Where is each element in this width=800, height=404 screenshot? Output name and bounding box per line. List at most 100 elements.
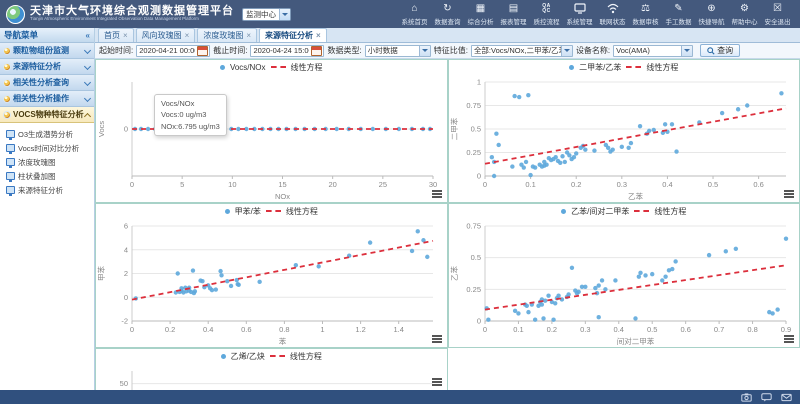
topmenu-item-label: 质控流程 <box>533 18 560 26</box>
topmenu-item-analysis[interactable]: ▦ 综合分析 <box>464 3 497 26</box>
svg-text:0.6: 0.6 <box>753 180 763 189</box>
topmenu-item-qaqc[interactable]: QA QC 质控流程 <box>530 3 563 26</box>
close-icon[interactable]: × <box>246 30 252 40</box>
topmenu-item-label: 系统首页 <box>401 18 428 26</box>
title-wrap: 天津市大气环境综合观测数据管理平台 Tianjin Atmospheric En… <box>30 5 234 22</box>
svg-text:0.5: 0.5 <box>707 180 717 189</box>
svg-text:20: 20 <box>328 180 336 189</box>
svg-text:0.75: 0.75 <box>466 101 481 110</box>
svg-text:0.5: 0.5 <box>470 253 480 262</box>
trend-legend-label[interactable]: 线性方程 <box>290 62 323 72</box>
plot-area: 0 0 5 10 15 20 25 30 NOx Vocs <box>96 74 447 202</box>
station-selector[interactable]: 监测中心 <box>242 7 291 21</box>
end-time-field[interactable] <box>250 44 325 57</box>
start-time-field[interactable] <box>136 44 211 57</box>
svg-text:0: 0 <box>476 172 480 181</box>
chart-panel-ethylbenzene-mpxylene: 乙苯/间对二甲苯 线性方程 0 0.25 0.5 0.75 0 0.1 0.2 0.3 0.4 0.5… <box>447 203 800 348</box>
series-legend-label[interactable]: 二甲苯/乙苯 <box>579 62 622 72</box>
mail-icon[interactable] <box>781 393 792 402</box>
search-button[interactable]: 查询 <box>700 44 741 57</box>
chevron-down-icon[interactable] <box>279 8 290 20</box>
close-icon[interactable]: × <box>184 30 190 40</box>
svg-text:苯: 苯 <box>279 336 287 346</box>
close-icon[interactable]: × <box>316 30 321 40</box>
svg-text:0: 0 <box>476 317 480 326</box>
topmenu-item-audit[interactable]: ⚖ 数据审核 <box>629 3 662 26</box>
help-icon: ⚙ <box>740 2 749 14</box>
trend-legend-label[interactable]: 线性方程 <box>646 62 679 72</box>
tab[interactable]: 浓度玫瑰图 × <box>197 28 258 42</box>
svg-text:0.6: 0.6 <box>241 325 251 334</box>
topmenu-item-help[interactable]: ⚙ 帮助中心 <box>728 3 761 26</box>
svg-text:0.8: 0.8 <box>747 325 757 334</box>
sidebar-group[interactable]: 颗粒物组份监测 <box>0 43 94 59</box>
chevron-down-icon[interactable] <box>681 45 693 56</box>
chart-menu-button[interactable] <box>431 190 442 199</box>
topmenu-item-system[interactable]: 系统管理 <box>563 3 596 26</box>
svg-text:NOx: NOx <box>275 192 290 201</box>
ratio-select[interactable]: 全部:Vocs/NOx,二甲苯/乙苯... <box>470 44 573 57</box>
topmenu-item-label: 快捷导航 <box>698 18 725 26</box>
start-time-input[interactable] <box>137 46 198 55</box>
svg-text:1.2: 1.2 <box>355 325 365 334</box>
camera-icon[interactable] <box>741 392 752 402</box>
svg-text:0.9: 0.9 <box>780 325 790 334</box>
datatype-value: 小时数据 <box>367 46 398 55</box>
close-icon[interactable]: × <box>123 30 128 40</box>
sidebar-subitem-label: 来源特征分析 <box>18 185 63 195</box>
tab[interactable]: 来源特征分析 × <box>259 28 327 42</box>
series-legend-label[interactable]: 乙烯/乙炔 <box>230 351 265 361</box>
calendar-icon[interactable] <box>311 45 323 56</box>
sidebar-group[interactable]: 相关性分析操作 <box>0 91 94 107</box>
chart-menu-button[interactable] <box>784 190 794 199</box>
chart-legend: 乙苯/间对二甲苯 线性方程 <box>449 204 800 218</box>
sidebar-group[interactable]: 相关性分析查询 <box>0 75 94 91</box>
sidebar-subitem[interactable]: Vocs时间对比分析 <box>6 141 94 155</box>
sidebar-subitem[interactable]: 浓度玫瑰图 <box>6 155 94 169</box>
calendar-icon[interactable] <box>197 45 209 56</box>
sidebar-subitem[interactable]: 来源特征分析 <box>6 183 94 197</box>
topmenu-item-report[interactable]: ▤ 报表管理 <box>497 3 530 26</box>
trend-legend-label[interactable]: 线性方程 <box>289 351 322 361</box>
sidebar-group[interactable]: VOCS物种特征分析 <box>0 107 94 123</box>
tab[interactable]: 风向玫瑰图 × <box>135 28 196 42</box>
topmenu-item-shortcut[interactable]: ⊕ 快捷导航 <box>695 3 728 26</box>
device-label: 设备名称: <box>575 46 611 55</box>
topmenu-item-label: 联网状态 <box>599 18 626 26</box>
chart-menu-button[interactable] <box>431 335 442 344</box>
platform-logo-icon <box>6 4 25 24</box>
chevron-down-icon[interactable] <box>418 45 430 56</box>
chart-menu-button[interactable] <box>431 378 442 387</box>
tab[interactable]: 首页 × <box>98 28 134 42</box>
chevron-icon <box>84 63 91 70</box>
topmenu-item-logout[interactable]: ☒ 安全退出 <box>761 3 794 26</box>
series-legend-label[interactable]: Vocs/NOx <box>229 62 266 72</box>
topmenu-item-manual[interactable]: ✎ 手工数据 <box>662 3 695 26</box>
network-icon <box>607 3 619 15</box>
chevron-down-icon[interactable] <box>560 45 572 56</box>
datatype-select[interactable]: 小时数据 <box>364 44 431 57</box>
svg-text:0: 0 <box>482 325 486 334</box>
chart-menu-button[interactable] <box>784 335 794 344</box>
trend-legend-label[interactable]: 线性方程 <box>654 206 687 216</box>
sidebar-subitem-label: Vocs时间对比分析 <box>18 143 80 153</box>
chart-legend: 甲苯/苯 线性方程 <box>96 204 447 218</box>
sidebar-group[interactable]: 来源特征分析 <box>0 59 94 75</box>
topmenu-item-query[interactable]: ↻ 数据查询 <box>431 3 464 26</box>
series-legend-label[interactable]: 乙苯/间对二甲苯 <box>571 206 630 216</box>
device-value: Voc(AMA) <box>616 46 650 55</box>
device-select[interactable]: Voc(AMA) <box>613 44 694 57</box>
sidebar-subitem[interactable]: O3生成潜势分析 <box>6 127 94 141</box>
sidebar-subitem[interactable]: 柱状叠加图 <box>6 169 94 183</box>
sidebar-groups: 颗粒物组份监测 来源特征分析 相关性分析查询 相关性分析操作 VOCS物种特征分析 <box>0 43 94 123</box>
sidebar-collapse-button[interactable]: « <box>85 30 90 40</box>
trend-legend-label[interactable]: 线性方程 <box>285 206 318 216</box>
topmenu-item-home[interactable]: ⌂ 系统首页 <box>398 3 431 26</box>
chevron-icon <box>84 79 91 86</box>
trendline-dash-icon <box>265 210 281 212</box>
end-time-input[interactable] <box>251 46 312 55</box>
series-legend-label[interactable]: 甲苯/苯 <box>234 206 261 216</box>
topmenu-item-network[interactable]: 联网状态 <box>596 3 629 26</box>
chat-icon[interactable] <box>761 392 772 402</box>
qaqc-icon: QA QC <box>542 2 551 14</box>
